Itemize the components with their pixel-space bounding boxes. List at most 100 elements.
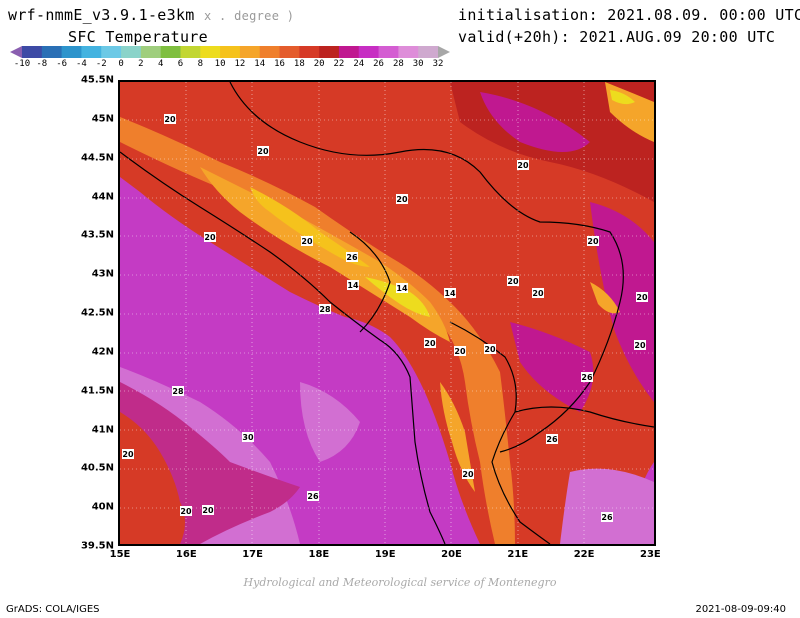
colorbar-swatch xyxy=(140,46,162,58)
contour-label: 26 xyxy=(581,373,593,382)
colorbar-tick-label: 12 xyxy=(234,59,246,69)
colorbar-tick-label: -4 xyxy=(76,59,87,69)
durmitor-yellow xyxy=(365,277,430,317)
contour-label: 20 xyxy=(517,161,529,170)
contour-label: 20 xyxy=(202,506,214,515)
contour-label-box xyxy=(507,276,519,286)
colorbar-swatch xyxy=(259,46,281,58)
contour-label-box xyxy=(532,288,544,298)
temperature-colorbar xyxy=(10,46,450,58)
colorbar-tick-label: 22 xyxy=(333,59,345,69)
adriatic-coastline xyxy=(120,151,446,544)
dinaric-warm-orange xyxy=(200,167,450,342)
latitude-label: 42N xyxy=(91,346,114,358)
contour-label-box xyxy=(319,304,331,314)
latitude-label: 40N xyxy=(91,501,114,513)
contour-label-box xyxy=(546,434,558,444)
italy-interior xyxy=(120,412,185,544)
contour-label-box xyxy=(301,236,313,246)
contour-label-box xyxy=(587,236,599,246)
contour-label-box xyxy=(242,432,254,442)
contour-label: 20 xyxy=(484,345,496,354)
colorbar-swatch xyxy=(101,46,122,58)
colorbar-tick-label: 28 xyxy=(392,59,404,69)
units-label: x . degree ) xyxy=(203,9,295,23)
credit-line: Hydrological and Meteorological service … xyxy=(243,576,557,589)
colorbar-swatch xyxy=(279,46,300,58)
colorbar-swatch xyxy=(438,46,450,58)
albania-mountains xyxy=(440,382,475,492)
latitude-label: 39.5N xyxy=(80,540,114,552)
contour-label-box xyxy=(202,505,214,515)
contour-label: 20 xyxy=(301,237,313,246)
national-border-1 xyxy=(229,82,624,453)
contour-label: 20 xyxy=(532,289,544,298)
colorbar-tick-label: 16 xyxy=(274,59,285,69)
national-border-4 xyxy=(514,406,654,428)
contour-label-box xyxy=(444,288,456,298)
colorbar-swatch xyxy=(418,46,439,58)
colorbar-tick-label: 14 xyxy=(254,59,266,69)
contour-label: 26 xyxy=(546,435,558,444)
national-border-3 xyxy=(449,321,551,544)
dinaric-orange xyxy=(120,117,515,544)
longitude-label: 16E xyxy=(175,549,197,560)
colorbar-swatch xyxy=(180,46,201,58)
timestamp-label: 2021-08-09-09:40 xyxy=(695,604,786,615)
contour-label-box xyxy=(636,292,648,302)
latitude-label: 42.5N xyxy=(80,307,114,319)
contour-label: 26 xyxy=(601,513,613,522)
colorbar-tick-label: 2 xyxy=(138,59,144,69)
contour-label: 20 xyxy=(634,341,646,350)
contour-label: 28 xyxy=(172,387,184,396)
contour-label: 20 xyxy=(164,115,176,124)
contour-label: 20 xyxy=(180,507,192,516)
contour-label-box xyxy=(601,512,613,522)
colorbar-swatch xyxy=(378,46,399,58)
model-label: wrf-nmmE_v3.9.1-e3km x . degree ) xyxy=(8,6,294,24)
colorbar-tick-label: 10 xyxy=(214,59,226,69)
sea-patch-adriatic xyxy=(300,382,360,462)
bulgaria-mountains xyxy=(590,282,620,314)
colorbar-swatch xyxy=(10,46,22,58)
east-hot xyxy=(590,202,654,402)
contour-label: 20 xyxy=(257,147,269,156)
contour-label-box xyxy=(180,506,192,516)
valid-time-label: valid(+20h): 2021.AUG.09 20:00 UTC xyxy=(458,28,776,46)
ne-peak xyxy=(610,90,635,105)
contour-label-box xyxy=(634,340,646,350)
colorbar-swatch xyxy=(121,46,142,58)
longitude-label: 17E xyxy=(242,549,263,560)
colorbar-tick-label: 8 xyxy=(197,59,203,69)
aegean-sea xyxy=(560,468,654,544)
latitude-label: 41N xyxy=(91,424,114,435)
contour-label: 20 xyxy=(204,233,216,242)
colorbar-swatch xyxy=(41,46,63,58)
colorbar-tick-label: 24 xyxy=(353,59,365,69)
contour-label: 20 xyxy=(424,339,436,348)
contour-label: 20 xyxy=(454,347,466,356)
contour-label: 26 xyxy=(307,492,319,501)
longitude-label: 15E xyxy=(109,549,131,560)
longitude-label: 20E xyxy=(441,549,462,560)
colorbar-swatch xyxy=(358,46,380,58)
contour-label-box xyxy=(517,160,529,170)
colorbar-tick-label: -6 xyxy=(56,59,68,69)
colorbar-tick-label: 6 xyxy=(177,59,184,69)
contour-label: 20 xyxy=(462,470,474,479)
colorbar-swatch xyxy=(338,46,360,58)
latitude-label: 43N xyxy=(91,268,114,280)
colorbar-swatch xyxy=(398,46,419,58)
colorbar-swatch xyxy=(61,46,82,58)
contour-label: 28 xyxy=(319,305,331,314)
colorbar-tick-label: -2 xyxy=(95,59,107,69)
national-border-2 xyxy=(349,231,391,333)
model-name: wrf-nmmE_v3.9.1-e3km xyxy=(8,6,195,24)
colorbar-swatch xyxy=(160,46,181,58)
colorbar-tick-label: 26 xyxy=(373,59,384,69)
colorbar-swatch xyxy=(299,46,320,58)
contour-label-box xyxy=(454,346,466,356)
colorbar-swatch xyxy=(239,46,261,58)
colorbar-tick-label: 0 xyxy=(118,59,124,69)
contour-label: 14 xyxy=(347,281,359,290)
